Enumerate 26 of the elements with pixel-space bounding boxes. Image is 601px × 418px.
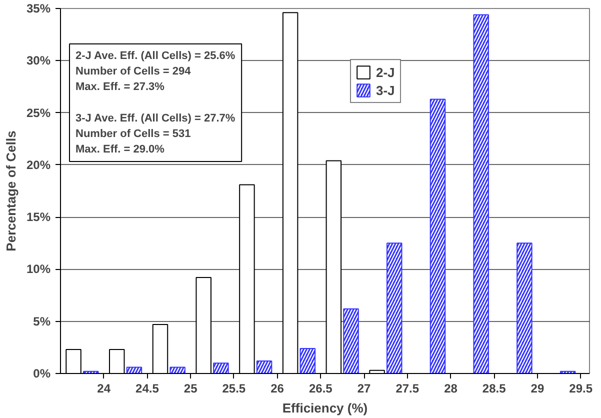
x-tick-label: 28 [444, 382, 458, 396]
y-axis-title: Percentage of Cells [3, 130, 18, 252]
x-tick-label: 29 [530, 382, 544, 396]
x-tick-label: 26 [270, 382, 284, 396]
x-tick-label: 27 [357, 382, 372, 396]
x-tick-label: 25.5 [222, 382, 246, 396]
annotation: 2-J Ave. Eff. (All Cells) = 25.6% Number of Cells = 294 Max. Eff. = 27.3% [76, 50, 236, 94]
y-tick-label: 25% [26, 106, 51, 120]
x-tick-label: 29.5 [569, 382, 593, 396]
legend-label: 2-J [376, 64, 396, 80]
x-tick-label: 25 [184, 382, 198, 396]
x-tick-label: 27.5 [396, 382, 420, 396]
y-tick-label: 15% [26, 210, 51, 224]
y-tick-label: 20% [26, 158, 51, 172]
y-tick-label: 0% [33, 366, 51, 380]
y-tick-label: 35% [26, 2, 51, 16]
x-tick-label: 28.5 [482, 382, 506, 396]
annotation: 3-J Ave. Eff. (All Cells) = 27.7% Number of Cells = 531 Max. Eff. = 29.0% [76, 112, 236, 156]
x-tick-label: 24.5 [136, 382, 160, 396]
x-axis-title: Efficiency (%) [282, 400, 368, 416]
x-tick-label: 26.5 [308, 382, 333, 396]
legend-label: 3-J [376, 82, 396, 98]
y-tick-label: 10% [26, 262, 51, 276]
x-tick-label: 24 [97, 382, 111, 396]
y-tick-label: 5% [33, 314, 51, 328]
y-tick-label: 30% [26, 54, 51, 68]
